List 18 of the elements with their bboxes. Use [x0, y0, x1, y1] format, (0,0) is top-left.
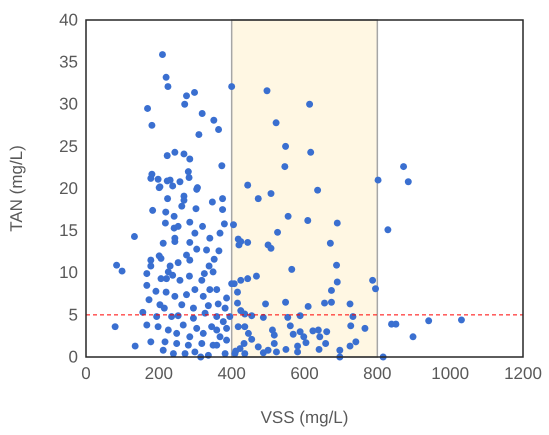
x-tick-label: 0 [81, 364, 91, 384]
y-tick-label: 10 [59, 263, 78, 282]
y-tick-label: 5 [68, 305, 78, 324]
x-tick-label: 200 [144, 364, 174, 384]
y-tick-label: 0 [68, 347, 78, 366]
y-tick-label: 35 [59, 52, 78, 72]
y-tick-label: 20 [59, 178, 78, 198]
x-axis-title: VSS (mg/L) [260, 408, 348, 427]
y-tick-label: 40 [59, 10, 78, 30]
y-tick-label: 25 [59, 136, 78, 156]
y-axis-title: TAN (mg/L) [7, 145, 26, 232]
x-tick-label: 1000 [431, 364, 470, 384]
y-tick-label: 15 [59, 221, 78, 240]
y-tick-label: 30 [59, 94, 78, 114]
x-tick-label: 800 [363, 364, 392, 384]
x-tick-label: 400 [217, 364, 246, 384]
x-tick-label: 1200 [504, 364, 542, 384]
x-tick-label: 600 [290, 364, 319, 384]
